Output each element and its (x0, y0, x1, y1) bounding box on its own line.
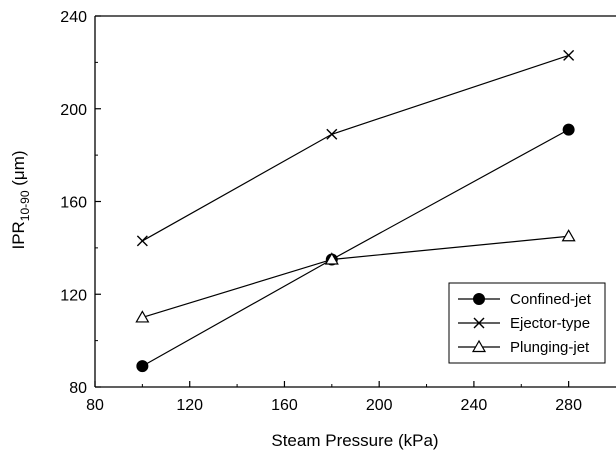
legend-marker (473, 317, 485, 329)
y-tick-label: 240 (60, 9, 87, 26)
x-tick-label: 120 (176, 397, 203, 414)
data-point-ejector-type (326, 128, 338, 140)
legend-item-confined-jet: Confined-jet (458, 291, 592, 308)
data-point-confined-jet (136, 360, 149, 373)
y-axis-title-subscript: 10-90 (18, 190, 32, 221)
x-tick-label: 280 (555, 397, 582, 414)
legend: Confined-jet Ejector-type Plunging-jet (448, 282, 606, 364)
series-ejector-type (136, 49, 575, 247)
y-axis-title-unit: (μm) (9, 150, 28, 190)
data-point-plunging-jet (324, 252, 339, 265)
x-tick-label: 80 (86, 397, 104, 414)
x-ticks: 80 120 160 200 240 280 (86, 381, 582, 414)
y-tick-label: 80 (69, 380, 87, 397)
data-point-ejector-type (563, 49, 575, 61)
y-tick-label: 200 (60, 102, 87, 119)
series-layer (135, 49, 576, 373)
x-axis-title: Steam Pressure (kPa) (271, 431, 438, 450)
y-tick-label: 160 (60, 195, 87, 212)
x-tick-label: 240 (461, 397, 488, 414)
x-tick-label: 160 (271, 397, 298, 414)
legend-marker (471, 339, 487, 353)
series-line-ejector-type (142, 54, 569, 242)
y-ticks: 80 120 160 200 240 (60, 9, 101, 397)
y-axis-title: IPR10-90 (μm) (9, 150, 32, 249)
y-axis-title-main: IPR (9, 221, 28, 249)
legend-label: Plunging-jet (510, 339, 590, 356)
y-tick-label: 120 (60, 287, 87, 304)
legend-item-plunging-jet: Plunging-jet (458, 339, 590, 356)
legend-label: Confined-jet (510, 291, 592, 308)
series-plunging-jet (135, 229, 576, 323)
data-point-confined-jet (562, 123, 575, 136)
data-point-ejector-type (136, 235, 148, 247)
legend-item-ejector-type: Ejector-type (458, 315, 590, 332)
legend-label: Ejector-type (510, 315, 590, 332)
legend-marker (473, 293, 485, 305)
data-point-plunging-jet (561, 229, 576, 242)
x-tick-label: 200 (366, 397, 393, 414)
data-point-plunging-jet (135, 310, 150, 323)
